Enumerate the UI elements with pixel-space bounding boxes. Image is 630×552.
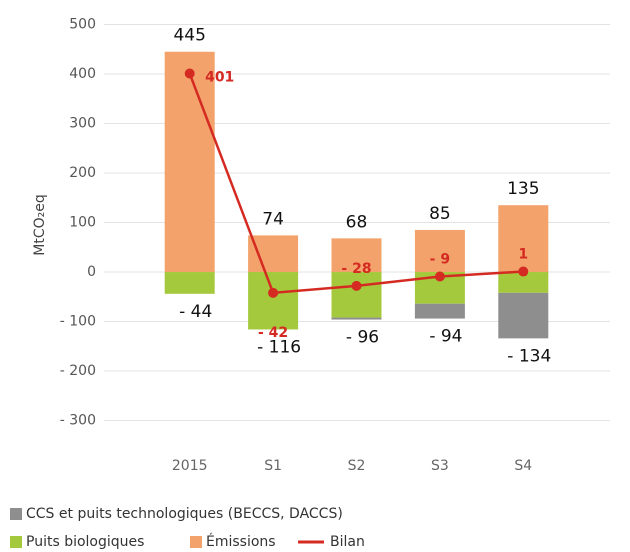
line-value-label: - 28 bbox=[341, 261, 371, 277]
y-tick-label: 200 bbox=[69, 165, 96, 181]
y-tick-label: - 300 bbox=[60, 413, 96, 429]
line-point bbox=[351, 280, 362, 291]
negative-total-label: - 134 bbox=[507, 346, 551, 366]
line-point bbox=[268, 287, 279, 298]
x-tick-label: S3 bbox=[431, 458, 449, 474]
bar-segment bbox=[248, 235, 299, 273]
line-value-label: 1 bbox=[518, 247, 528, 263]
y-tick-label: 100 bbox=[69, 215, 96, 231]
legend-label: Puits biologiques bbox=[26, 534, 144, 550]
bar-segment bbox=[414, 229, 465, 273]
y-tick-label: 0 bbox=[87, 264, 96, 280]
legend-swatch bbox=[10, 508, 22, 520]
x-tick-label: S1 bbox=[264, 458, 282, 474]
negative-total-label: - 96 bbox=[346, 328, 379, 348]
line-point bbox=[184, 68, 195, 79]
line-point bbox=[434, 271, 445, 282]
negative-total-label: - 94 bbox=[429, 327, 462, 347]
value-label: 85 bbox=[429, 204, 451, 224]
x-tick-label: S4 bbox=[514, 458, 532, 474]
bar-segment bbox=[248, 272, 299, 330]
x-tick-label: 2015 bbox=[172, 458, 208, 474]
legend-label: Bilan bbox=[330, 534, 365, 550]
bar-segment bbox=[331, 317, 382, 320]
legend-label: Émissions bbox=[206, 533, 276, 550]
bar-segment bbox=[164, 51, 215, 273]
y-tick-label: 500 bbox=[69, 17, 96, 33]
bar-segment bbox=[498, 205, 549, 273]
y-tick-label: 300 bbox=[69, 116, 96, 132]
value-label: 68 bbox=[346, 212, 368, 232]
line-value-label: - 9 bbox=[430, 251, 450, 267]
bar-segment bbox=[331, 238, 382, 273]
y-axis-label: MtCO₂eq bbox=[32, 194, 48, 255]
bar-segment bbox=[164, 272, 215, 294]
y-tick-label: - 100 bbox=[60, 314, 96, 330]
legend-swatch bbox=[190, 536, 202, 548]
value-label: 74 bbox=[262, 209, 284, 229]
bar-segment bbox=[498, 272, 549, 293]
value-label: 445 bbox=[173, 26, 205, 46]
value-label: 135 bbox=[507, 179, 539, 199]
negative-total-label: - 44 bbox=[179, 302, 212, 322]
x-tick-label: S2 bbox=[348, 458, 366, 474]
bar-segment bbox=[414, 303, 465, 319]
bar-segment bbox=[331, 272, 382, 318]
line-value-label: 401 bbox=[205, 70, 234, 86]
line-point bbox=[518, 266, 529, 277]
y-tick-label: - 200 bbox=[60, 363, 96, 379]
negative-total-label: - 116 bbox=[257, 337, 301, 357]
line-value-label: - 42 bbox=[258, 325, 288, 341]
y-tick-label: 400 bbox=[69, 66, 96, 82]
legend-label: CCS et puits technologiques (BECCS, DACC… bbox=[26, 506, 343, 522]
bar-segment bbox=[498, 292, 549, 339]
legend-swatch bbox=[10, 536, 22, 548]
